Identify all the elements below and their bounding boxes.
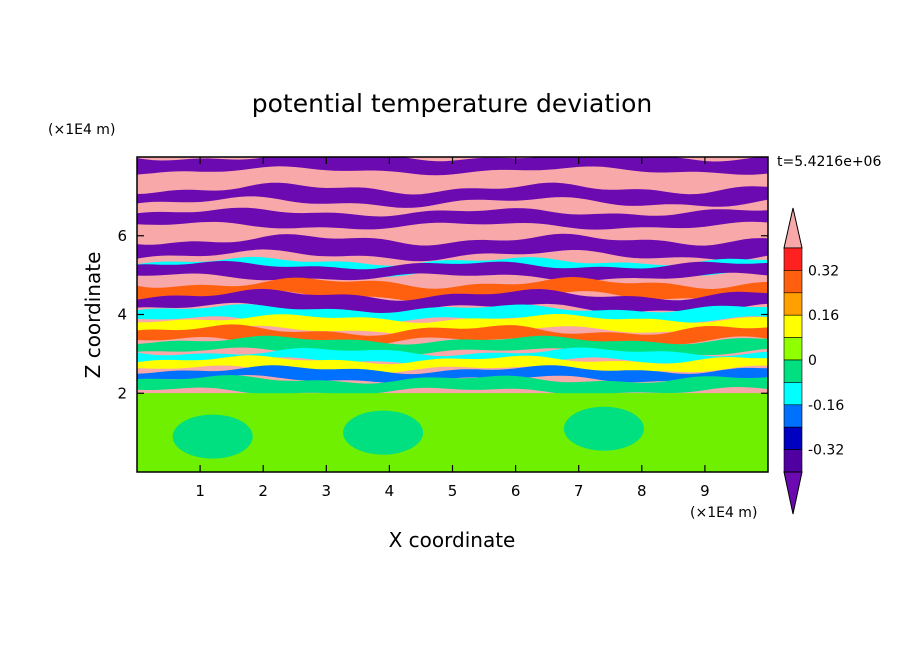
contour-band — [137, 260, 768, 282]
colorbar-swatch — [783, 337, 803, 361]
colorbar-swatch — [783, 247, 803, 271]
x-tick-label: 7 — [574, 482, 584, 500]
contour-band — [137, 182, 768, 208]
contour-band — [137, 314, 768, 335]
lower-eddy — [343, 410, 424, 455]
contour-band — [137, 288, 768, 314]
x-tick-label: 1 — [195, 482, 205, 500]
y-axis-label: Z coordinate — [81, 252, 105, 379]
contour-band — [137, 157, 768, 176]
contour-bands — [137, 157, 768, 472]
x-tick-label: 5 — [448, 482, 458, 500]
colorbar-swatch — [783, 359, 803, 383]
y-unit-label: (×1E4 m) — [48, 122, 115, 138]
colorbar-swatch — [783, 426, 803, 450]
colorbar-label: -0.16 — [808, 398, 844, 414]
colorbar-swatch — [783, 382, 803, 406]
contour-band — [137, 207, 768, 230]
colorbar-swatch — [783, 314, 803, 338]
x-unit-label: (×1E4 m) — [690, 505, 757, 521]
x-tick-label: 6 — [511, 482, 521, 500]
plot-area — [137, 157, 768, 472]
colorbar-swatch — [783, 449, 803, 473]
colorbar-label: 0.16 — [808, 308, 839, 324]
lower-eddy — [172, 414, 253, 459]
contour-band — [137, 347, 768, 367]
colorbar-over-arrow — [783, 207, 803, 249]
y-tick-label: 4 — [117, 306, 127, 324]
x-axis-ticks: 1 2 3 4 5 6 7 8 9 — [195, 157, 710, 500]
x-tick-label: 8 — [637, 482, 647, 500]
colorbar-label: -0.32 — [808, 443, 844, 459]
contour-band — [137, 277, 768, 303]
x-tick-label: 9 — [700, 482, 710, 500]
chart-title: potential temperature deviation — [252, 89, 652, 118]
lower-eddy — [563, 406, 644, 451]
colorbar-swatch — [783, 270, 803, 294]
x-tick-label: 2 — [258, 482, 268, 500]
x-tick-label: 4 — [385, 482, 395, 500]
colorbar-swatch — [783, 292, 803, 316]
y-tick-label: 2 — [117, 384, 127, 402]
contour-band — [137, 365, 768, 384]
contour-band — [137, 375, 768, 396]
colorbar-under-arrow — [783, 471, 803, 515]
x-axis-label: X coordinate — [389, 528, 516, 552]
colorbar: 0.32 0.16 0 -0.16 -0.32 — [783, 207, 844, 515]
colorbar-label: 0 — [808, 353, 817, 369]
y-tick-label: 6 — [117, 227, 127, 245]
colorbar-swatch — [783, 404, 803, 428]
colorbar-label: 0.32 — [808, 263, 839, 279]
contour-band — [137, 233, 768, 262]
y-axis-ticks: 2 4 6 — [117, 227, 768, 402]
x-tick-label: 3 — [322, 482, 332, 500]
time-label: t=5.4216e+06 — [777, 154, 881, 170]
